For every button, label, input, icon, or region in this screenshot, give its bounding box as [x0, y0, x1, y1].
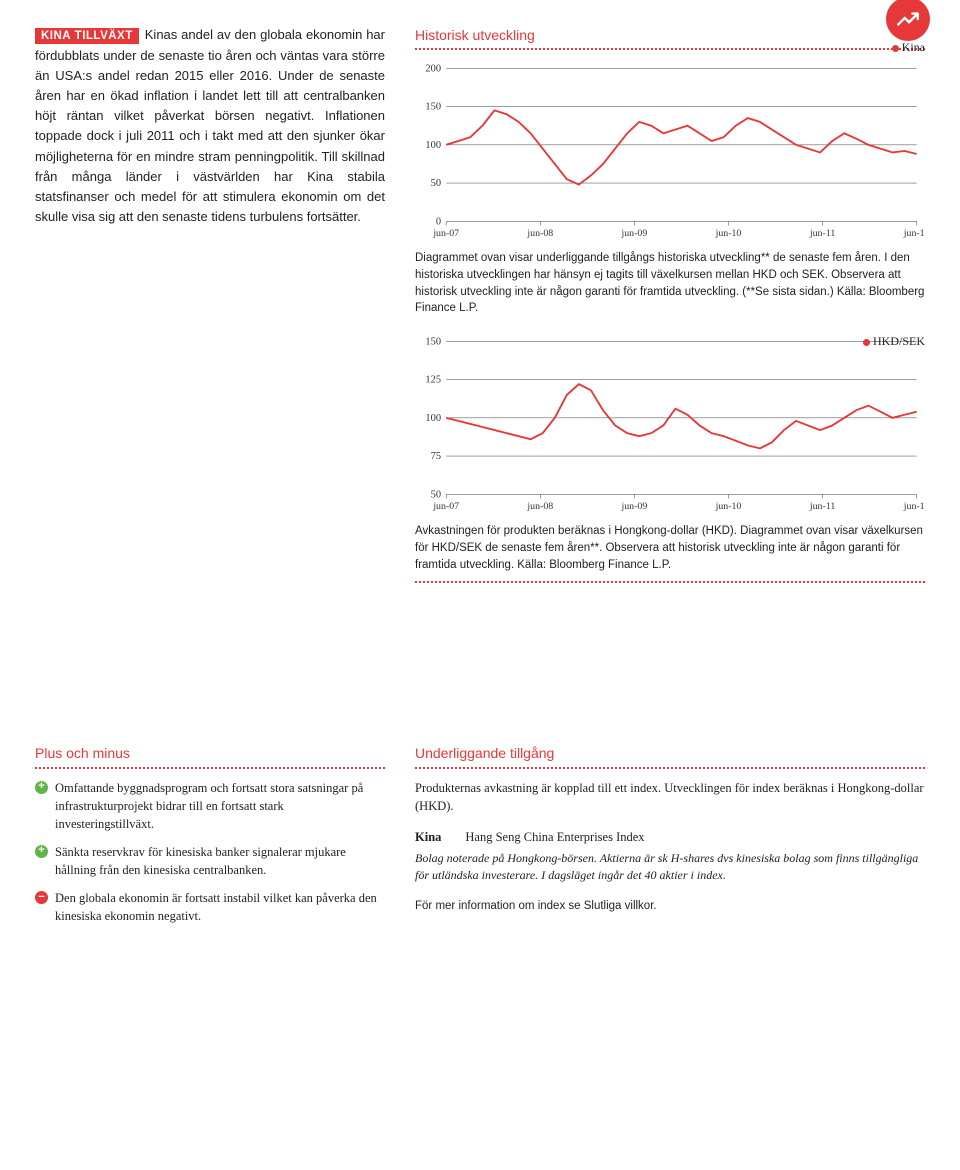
- svg-text:200: 200: [425, 64, 441, 75]
- svg-text:jun-12: jun-12: [903, 228, 925, 239]
- svg-text:75: 75: [431, 451, 441, 462]
- svg-text:0: 0: [436, 217, 441, 228]
- chart1-legend: Kina: [892, 39, 925, 56]
- category-tag: KINA TILLVÄXT: [35, 28, 139, 44]
- chart2-caption: Avkastningen för produkten beräknas i Ho…: [415, 523, 925, 573]
- svg-text:jun-10: jun-10: [715, 501, 742, 512]
- under-link: För mer information om index se Slutliga…: [415, 898, 925, 915]
- divider: [415, 48, 925, 50]
- intro-body: Kinas andel av den globala ekonomin har …: [35, 27, 385, 224]
- svg-text:jun-07: jun-07: [432, 501, 459, 512]
- under-title: Underliggande tillgång: [415, 743, 925, 763]
- under-para1: Produkternas avkastning är kopplad till …: [415, 779, 925, 817]
- svg-text:150: 150: [425, 337, 441, 348]
- under-kina: KinaHang Seng China Enterprises Index: [415, 828, 925, 846]
- svg-text:50: 50: [431, 178, 441, 189]
- svg-text:jun-10: jun-10: [715, 228, 742, 239]
- chart-2: HKD/SEK 50 75 100 125 150 jun-07 jun-08 jun-09 j…: [415, 333, 925, 583]
- svg-text:jun-07: jun-07: [432, 228, 459, 239]
- svg-text:100: 100: [425, 140, 441, 151]
- svg-text:jun-09: jun-09: [621, 228, 648, 239]
- svg-text:jun-08: jun-08: [526, 501, 553, 512]
- intro-paragraph: KINA TILLVÄXTKinas andel av den globala …: [35, 25, 385, 227]
- divider: [415, 767, 925, 769]
- chart2-legend: HKD/SEK: [863, 333, 925, 350]
- pm-title: Plus och minus: [35, 743, 385, 763]
- svg-text:jun-09: jun-09: [621, 501, 648, 512]
- under-italic: Bolag noterade på Hongkong-börsen. Aktie…: [415, 850, 925, 884]
- svg-text:jun-08: jun-08: [526, 228, 553, 239]
- divider: [35, 767, 385, 769]
- svg-text:100: 100: [425, 413, 441, 424]
- chart1-svg: 0 50 100 150 200 jun-07 jun-08 jun-09 jun-10 jun-…: [415, 60, 925, 242]
- plus-item: +Omfattande byggnadsprogram och fortsatt…: [35, 779, 385, 833]
- minus-item: −Den globala ekonomin är fortsatt instab…: [35, 889, 385, 925]
- chart1-title: Historisk utveckling: [415, 25, 925, 45]
- divider: [415, 581, 925, 583]
- chart2-svg: 50 75 100 125 150 jun-07 jun-08 jun-09 jun-10 jun…: [415, 333, 925, 515]
- chart-1: Historisk utveckling Kina 0 50 100 150 200 ju…: [415, 25, 925, 317]
- plus-item: +Sänkta reservkrav för kinesiska banker …: [35, 843, 385, 879]
- chart1-caption: Diagrammet ovan visar underliggande till…: [415, 250, 925, 317]
- svg-text:50: 50: [431, 490, 441, 501]
- svg-text:150: 150: [425, 102, 441, 113]
- svg-text:jun-11: jun-11: [809, 228, 835, 239]
- svg-text:jun-12: jun-12: [903, 501, 925, 512]
- pm-list: +Omfattande byggnadsprogram och fortsatt…: [35, 779, 385, 926]
- svg-text:jun-11: jun-11: [809, 501, 835, 512]
- svg-text:125: 125: [425, 375, 441, 386]
